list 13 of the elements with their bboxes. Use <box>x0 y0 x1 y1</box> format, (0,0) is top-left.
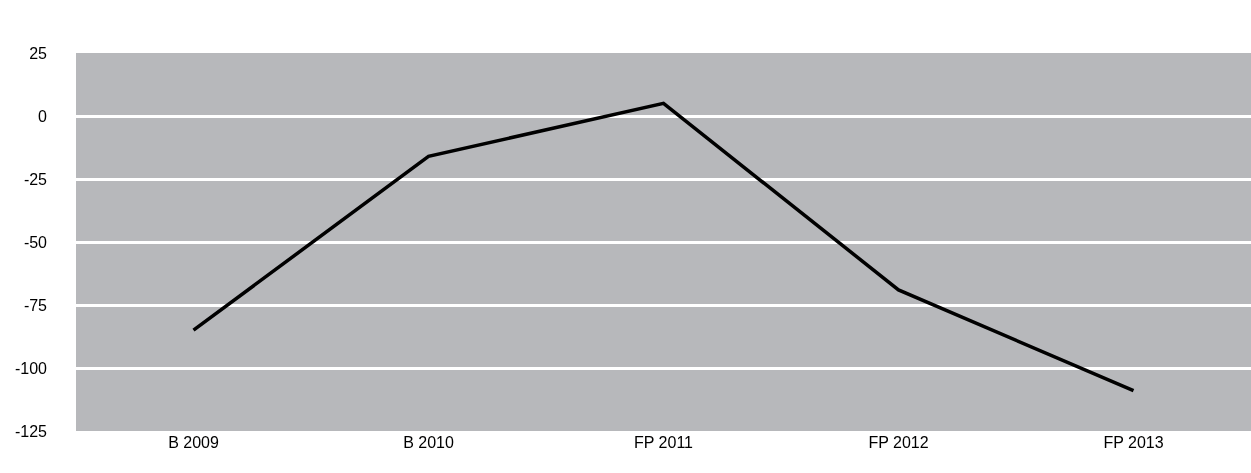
x-tick-label: FP 2011 <box>633 434 694 451</box>
y-tick-label: 0 <box>38 107 48 125</box>
x-tick-label: FP 2013 <box>1103 434 1164 451</box>
x-tick-label: B 2009 <box>168 434 219 451</box>
y-tick-label: -100 <box>14 359 48 377</box>
y-tick-label: -125 <box>14 422 48 440</box>
line-series <box>191 101 1136 393</box>
y-tick-label: 25 <box>29 44 48 62</box>
y-tick-label: -75 <box>23 296 48 314</box>
x-tick-label: FP 2012 <box>868 434 929 451</box>
y-tick-label: -50 <box>23 233 48 251</box>
y-tick-label: -25 <box>23 170 48 188</box>
x-tick-label: B 2010 <box>403 434 454 451</box>
